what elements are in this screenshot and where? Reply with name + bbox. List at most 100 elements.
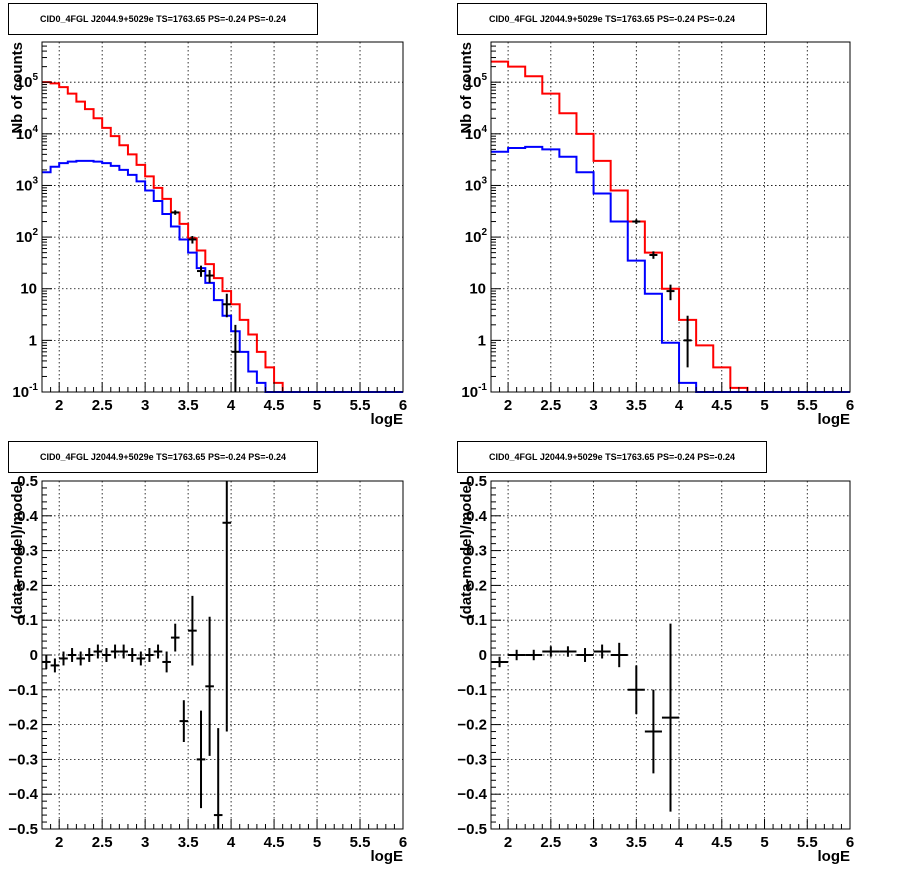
residual-point bbox=[644, 689, 662, 774]
residual-point bbox=[67, 648, 77, 662]
data-point bbox=[222, 293, 231, 318]
y-tick-label: −0.4 bbox=[457, 786, 487, 803]
residual-point bbox=[661, 623, 680, 812]
y-tick-label: −0.3 bbox=[8, 751, 38, 768]
x-tick-label: 3.5 bbox=[178, 834, 199, 851]
y-tick-label: 10-1 bbox=[461, 382, 487, 401]
x-tick-label: 2 bbox=[504, 397, 512, 414]
x-tick-label: 2 bbox=[55, 834, 63, 851]
y-tick-label: 0 bbox=[479, 647, 487, 664]
y-tick-label: 105 bbox=[465, 72, 488, 91]
y-tick-label: −0.2 bbox=[457, 717, 487, 734]
y-tick-label: −0.5 bbox=[457, 821, 487, 838]
residual-point bbox=[170, 623, 180, 652]
chart-panel-residuals-right: CID0_4FGL J2044.9+5029e TS=1763.65 PS=-0… bbox=[449, 437, 898, 875]
y-tick-label: 10-1 bbox=[12, 382, 38, 401]
x-tick-label: 3 bbox=[589, 397, 597, 414]
x-axis-label: logE bbox=[371, 848, 404, 865]
x-tick-label: 4 bbox=[675, 397, 684, 414]
data-point bbox=[649, 251, 658, 259]
residual-point bbox=[542, 646, 560, 657]
y-axis-label: Nb of counts bbox=[9, 42, 26, 134]
y-tick-label: 0.3 bbox=[466, 543, 487, 560]
x-tick-label: 4.5 bbox=[711, 834, 732, 851]
chart-panel-counts-right: CID0_4FGL J2044.9+5029e TS=1763.65 PS=-0… bbox=[449, 0, 898, 437]
histogram-series-line bbox=[42, 159, 403, 393]
y-tick-label: 104 bbox=[16, 124, 39, 143]
x-axis-label: logE bbox=[371, 411, 404, 428]
y-tick-label: 104 bbox=[465, 124, 488, 143]
x-tick-label: 5.5 bbox=[350, 834, 371, 851]
data-point bbox=[171, 210, 180, 215]
y-tick-label: 10 bbox=[469, 281, 486, 298]
histogram-series-line bbox=[491, 145, 850, 393]
x-tick-label: 4 bbox=[675, 834, 684, 851]
x-tick-label: 5 bbox=[760, 834, 768, 851]
residual-point bbox=[559, 646, 577, 657]
y-tick-label: −0.5 bbox=[8, 821, 38, 838]
x-tick-label: 5 bbox=[313, 397, 321, 414]
residual-point bbox=[119, 644, 128, 659]
x-tick-label: 5.5 bbox=[797, 834, 818, 851]
y-axis-label: Nb of counts bbox=[458, 42, 475, 134]
y-tick-label: 0 bbox=[30, 647, 38, 664]
data-point bbox=[205, 270, 214, 283]
y-tick-label: −0.1 bbox=[8, 682, 38, 699]
residual-point bbox=[110, 644, 120, 659]
data-point bbox=[188, 235, 197, 244]
residual-point bbox=[76, 651, 85, 666]
x-tick-label: 3.5 bbox=[626, 397, 647, 414]
residual-point bbox=[162, 651, 171, 673]
y-tick-label: 105 bbox=[16, 72, 39, 91]
residual-point bbox=[593, 644, 611, 659]
chart-title: CID0_4FGL J2044.9+5029e TS=1763.65 PS=-0… bbox=[8, 3, 318, 35]
counts-chart: 2 2.5 3 3.5 4 4.5 5 5.5 6 10-1 1 10 102 103 104 105 logE… bbox=[9, 41, 407, 428]
y-tick-label: 103 bbox=[465, 175, 488, 194]
residual-point bbox=[213, 728, 223, 829]
x-axis-label: logE bbox=[818, 411, 851, 428]
residual-point bbox=[84, 648, 94, 662]
x-tick-label: 3 bbox=[141, 397, 149, 414]
x-tick-label: 5 bbox=[313, 834, 321, 851]
y-tick-label: 10 bbox=[20, 281, 37, 298]
x-tick-label: 5 bbox=[760, 397, 768, 414]
x-tick-label: 5.5 bbox=[350, 397, 371, 414]
y-tick-label: −0.4 bbox=[8, 786, 38, 803]
x-tick-label: 2 bbox=[504, 834, 512, 851]
y-tick-label: 0.1 bbox=[17, 612, 38, 629]
y-tick-label: 0.3 bbox=[17, 543, 38, 560]
residual-point bbox=[508, 649, 526, 661]
y-tick-label: 1 bbox=[29, 332, 37, 349]
chart-panel-residuals-left: CID0_4FGL J2044.9+5029e TS=1763.65 PS=-0… bbox=[0, 437, 449, 875]
x-tick-label: 4.5 bbox=[264, 397, 285, 414]
y-tick-label: 0.2 bbox=[17, 577, 38, 594]
data-point bbox=[231, 324, 240, 392]
residual-point bbox=[222, 481, 232, 732]
chart-title: CID0_4FGL J2044.9+5029e TS=1763.65 PS=-0… bbox=[457, 441, 767, 473]
y-tick-label: 0.1 bbox=[466, 612, 487, 629]
residual-point bbox=[179, 700, 189, 742]
counts-chart: 2 2.5 3 3.5 4 4.5 5 5.5 6 10-1 1 10 102 103 104 105 logE… bbox=[458, 41, 854, 428]
y-axis-label: (data-model)/model bbox=[9, 481, 26, 619]
y-tick-label: 0.4 bbox=[466, 508, 488, 525]
x-tick-label: 4 bbox=[227, 834, 236, 851]
x-tick-label: 4.5 bbox=[711, 397, 732, 414]
residual-point bbox=[576, 648, 594, 662]
residual-point bbox=[127, 648, 137, 662]
x-tick-label: 2.5 bbox=[540, 834, 561, 851]
x-tick-label: 6 bbox=[846, 397, 854, 414]
residual-point bbox=[153, 644, 163, 659]
y-tick-label: −0.2 bbox=[8, 717, 38, 734]
residual-point bbox=[93, 644, 103, 659]
x-tick-label: 3 bbox=[589, 834, 597, 851]
x-tick-label: 2.5 bbox=[540, 397, 561, 414]
x-axis-label: logE bbox=[818, 848, 851, 865]
chart-panel-counts-left: CID0_4FGL J2044.9+5029e TS=1763.65 PS=-0… bbox=[0, 0, 449, 437]
y-tick-label: 0.5 bbox=[17, 473, 38, 490]
residual-point bbox=[525, 649, 543, 661]
plot-frame bbox=[41, 41, 404, 393]
y-tick-label: 102 bbox=[465, 227, 488, 246]
residual-point bbox=[610, 642, 628, 668]
y-tick-label: 0.4 bbox=[17, 508, 39, 525]
x-tick-label: 6 bbox=[399, 397, 407, 414]
